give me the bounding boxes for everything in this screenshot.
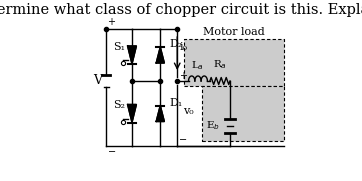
Polygon shape: [156, 106, 164, 121]
Text: +: +: [108, 17, 115, 27]
Text: −: −: [179, 135, 187, 145]
Text: Motor load: Motor load: [203, 27, 265, 37]
Text: R$_a$: R$_a$: [213, 58, 227, 71]
Bar: [184, 39, 284, 86]
Text: S₂: S₂: [113, 100, 125, 110]
Polygon shape: [127, 104, 136, 123]
Text: −: −: [108, 147, 115, 157]
Text: i₀: i₀: [180, 42, 188, 52]
Polygon shape: [156, 47, 164, 63]
Text: L$_a$: L$_a$: [191, 59, 205, 72]
Text: v₀: v₀: [184, 106, 194, 115]
Text: S₁: S₁: [113, 42, 125, 52]
Text: D₂: D₂: [169, 39, 182, 49]
Bar: [202, 86, 284, 141]
Text: V: V: [93, 75, 102, 87]
Polygon shape: [127, 46, 136, 64]
Text: determine what class of chopper circuit is this. Explain.: determine what class of chopper circuit …: [0, 3, 362, 17]
Text: +: +: [179, 71, 187, 81]
Text: D₁: D₁: [169, 98, 182, 108]
Text: E$_b$: E$_b$: [206, 120, 220, 132]
